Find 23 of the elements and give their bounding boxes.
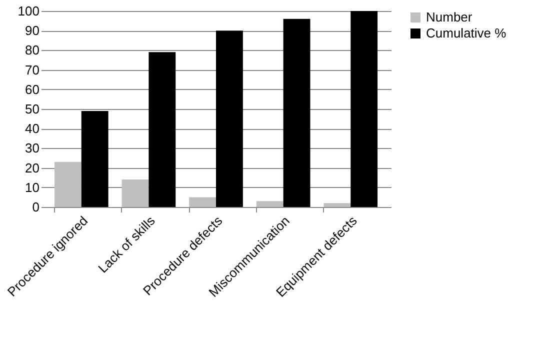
bar: [122, 180, 149, 207]
y-tick-label: 80: [25, 42, 40, 58]
y-tick-label: 100: [18, 4, 40, 18]
y-tick-label: 90: [25, 23, 40, 38]
y-tick-label: 10: [25, 180, 40, 195]
y-tick-label: 30: [25, 140, 40, 156]
bar: [189, 197, 216, 207]
bar: [350, 11, 378, 207]
bar: [283, 18, 310, 207]
y-tick-label: 70: [25, 62, 40, 78]
y-tick-label: 50: [25, 102, 40, 116]
bar: [81, 110, 108, 207]
y-tick-label: 0: [32, 200, 40, 214]
y-tick-label: 20: [25, 160, 40, 176]
bar: [324, 203, 351, 207]
bar: [148, 52, 176, 207]
bar: [54, 162, 82, 207]
bar: [256, 201, 284, 207]
legend-label: Number: [426, 10, 473, 24]
y-tick-label: 60: [25, 82, 40, 97]
y-tick-label: 40: [25, 121, 40, 136]
bar: [216, 30, 243, 207]
legend-label: Cumulative %: [426, 26, 507, 40]
